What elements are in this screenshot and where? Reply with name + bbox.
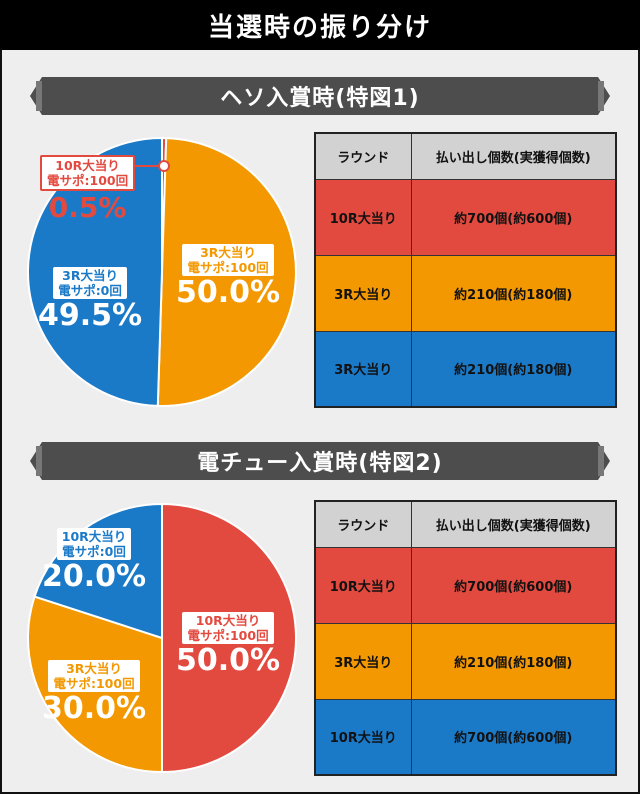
table-row: 10R大当り 約700個(約600個) xyxy=(314,698,617,776)
slice-label-line2: 電サポ:0回 xyxy=(58,283,122,298)
table-cell-payout: 約210個(約180個) xyxy=(410,330,617,408)
slice-label-box: 10R大当り 電サポ:100回 xyxy=(40,155,136,191)
slice-label-line1: 10R大当り xyxy=(55,158,120,173)
slice-label-box: 3R大当り 電サポ:100回 xyxy=(48,660,140,692)
table-cell-payout: 約700個(約600個) xyxy=(410,178,617,256)
slice-label-heso-3r-100: 3R大当り 電サポ:100回 50.0% xyxy=(176,244,280,310)
banner-shape xyxy=(30,442,610,480)
slice-percent: 50.0% xyxy=(176,275,281,310)
section-banner-heso: ヘソ入賞時(特図1) xyxy=(30,77,610,115)
slice-percent: 20.0% xyxy=(42,559,147,594)
table-cell-round: 3R大当り xyxy=(314,330,412,408)
slice-label-line2: 電サポ:100回 xyxy=(47,173,129,188)
banner-text: 電チュー入賞時(特図2) xyxy=(197,451,443,476)
table-header-payout: 払い出し個数(実獲得個数) xyxy=(410,500,617,548)
table-row: 10R大当り 約700個(約600個) xyxy=(314,546,617,624)
slice-label-line1: 10R大当り xyxy=(61,529,127,544)
slice-label-heso-10r: 10R大当り 電サポ:100回 0.5% xyxy=(40,155,136,225)
slice-percent: 30.0% xyxy=(42,691,147,726)
slice-label-denchu-3r-100: 3R大当り 電サポ:100回 30.0% xyxy=(42,660,146,726)
table-row: 3R大当り 約210個(約180個) xyxy=(314,254,617,332)
table-header-row: ラウンド 払い出し個数(実獲得個数) xyxy=(314,132,617,180)
table-header-payout: 払い出し個数(実獲得個数) xyxy=(410,132,617,180)
slice-percent: 49.5% xyxy=(38,298,143,333)
table-cell-round: 10R大当り xyxy=(314,546,412,624)
table-cell-payout: 約210個(約180個) xyxy=(410,254,617,332)
slice-label-heso-3r-0: 3R大当り 電サポ:0回 49.5% xyxy=(38,267,142,333)
banner-shape xyxy=(30,77,610,115)
slice-label-box: 3R大当り 電サポ:100回 xyxy=(182,244,274,276)
slice-label-line2: 電サポ:100回 xyxy=(187,628,269,643)
payout-table-denchu: ラウンド 払い出し個数(実獲得個数) 10R大当り 約700個(約600個) 3… xyxy=(314,500,617,776)
table-header-row: ラウンド 払い出し個数(実獲得個数) xyxy=(314,500,617,548)
page-title: 当選時の振り分け xyxy=(0,0,640,50)
slice-label-line1: 10R大当り xyxy=(195,613,261,628)
slice-label-line2: 電サポ:100回 xyxy=(187,260,269,275)
table-cell-payout: 約210個(約180個) xyxy=(410,622,617,700)
slice-label-box: 10R大当り 電サポ:0回 xyxy=(56,528,132,560)
slice-label-line1: 3R大当り xyxy=(66,661,122,676)
table-cell-payout: 約700個(約600個) xyxy=(410,546,617,624)
table-header-round: ラウンド xyxy=(314,132,412,180)
slice-label-line2: 電サポ:100回 xyxy=(53,676,135,691)
table-cell-round: 10R大当り xyxy=(314,698,412,776)
table-row: 10R大当り 約700個(約600個) xyxy=(314,178,617,256)
slice-label-line2: 電サポ:0回 xyxy=(62,544,126,559)
table-cell-payout: 約700個(約600個) xyxy=(410,698,617,776)
slice-percent: 50.0% xyxy=(176,643,281,678)
slice-label-line1: 3R大当り xyxy=(62,268,118,283)
payout-table-heso: ラウンド 払い出し個数(実獲得個数) 10R大当り 約700個(約600個) 3… xyxy=(314,132,617,408)
slice-label-box: 3R大当り 電サポ:0回 xyxy=(53,267,127,299)
slice-label-line1: 3R大当り xyxy=(200,245,256,260)
slice-percent: 0.5% xyxy=(48,191,127,224)
banner-text: ヘソ入賞時(特図1) xyxy=(220,86,420,111)
section-banner-denchu: 電チュー入賞時(特図2) xyxy=(30,442,610,480)
table-cell-round: 3R大当り xyxy=(314,622,412,700)
table-header-round: ラウンド xyxy=(314,500,412,548)
slice-label-denchu-10r-0: 10R大当り 電サポ:0回 20.0% xyxy=(42,528,146,594)
table-cell-round: 3R大当り xyxy=(314,254,412,332)
slice-label-box: 10R大当り 電サポ:100回 xyxy=(182,612,274,644)
slice-label-denchu-10r-100: 10R大当り 電サポ:100回 50.0% xyxy=(176,612,280,678)
table-row: 3R大当り 約210個(約180個) xyxy=(314,622,617,700)
table-row: 3R大当り 約210個(約180個) xyxy=(314,330,617,408)
table-cell-round: 10R大当り xyxy=(314,178,412,256)
